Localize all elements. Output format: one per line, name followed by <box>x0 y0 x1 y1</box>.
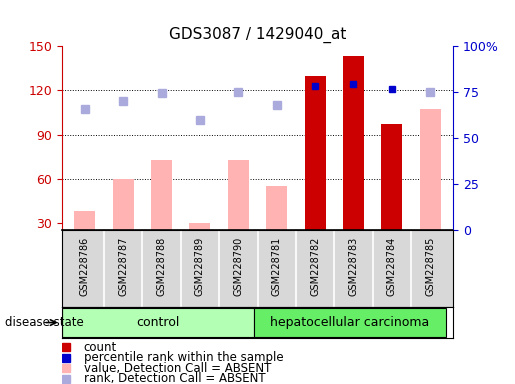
Text: percentile rank within the sample: percentile rank within the sample <box>83 351 283 364</box>
Bar <box>381 124 402 230</box>
Bar <box>254 308 445 337</box>
Text: GSM228783: GSM228783 <box>349 237 358 296</box>
Text: GSM228789: GSM228789 <box>195 237 205 296</box>
Bar <box>113 179 134 230</box>
Text: disease state: disease state <box>5 316 84 329</box>
Text: GSM228785: GSM228785 <box>425 237 435 296</box>
Bar <box>266 186 287 230</box>
Bar <box>74 211 95 230</box>
Bar <box>62 308 254 337</box>
Text: GSM228787: GSM228787 <box>118 237 128 296</box>
Text: GSM228782: GSM228782 <box>310 237 320 296</box>
Text: GSM228786: GSM228786 <box>80 237 90 296</box>
Title: GDS3087 / 1429040_at: GDS3087 / 1429040_at <box>169 27 346 43</box>
Text: rank, Detection Call = ABSENT: rank, Detection Call = ABSENT <box>83 372 265 384</box>
Text: GSM228790: GSM228790 <box>233 237 243 296</box>
Bar <box>228 160 249 230</box>
Bar <box>304 76 325 230</box>
Text: GSM228781: GSM228781 <box>272 237 282 296</box>
Bar <box>190 223 211 230</box>
Bar <box>343 56 364 230</box>
Text: hepatocellular carcinoma: hepatocellular carcinoma <box>270 316 429 329</box>
Text: GSM228788: GSM228788 <box>157 237 166 296</box>
Bar <box>420 109 441 230</box>
Bar <box>151 160 172 230</box>
Text: count: count <box>83 341 117 354</box>
Text: GSM228784: GSM228784 <box>387 237 397 296</box>
Text: value, Detection Call = ABSENT: value, Detection Call = ABSENT <box>83 362 271 375</box>
Text: control: control <box>136 316 179 329</box>
